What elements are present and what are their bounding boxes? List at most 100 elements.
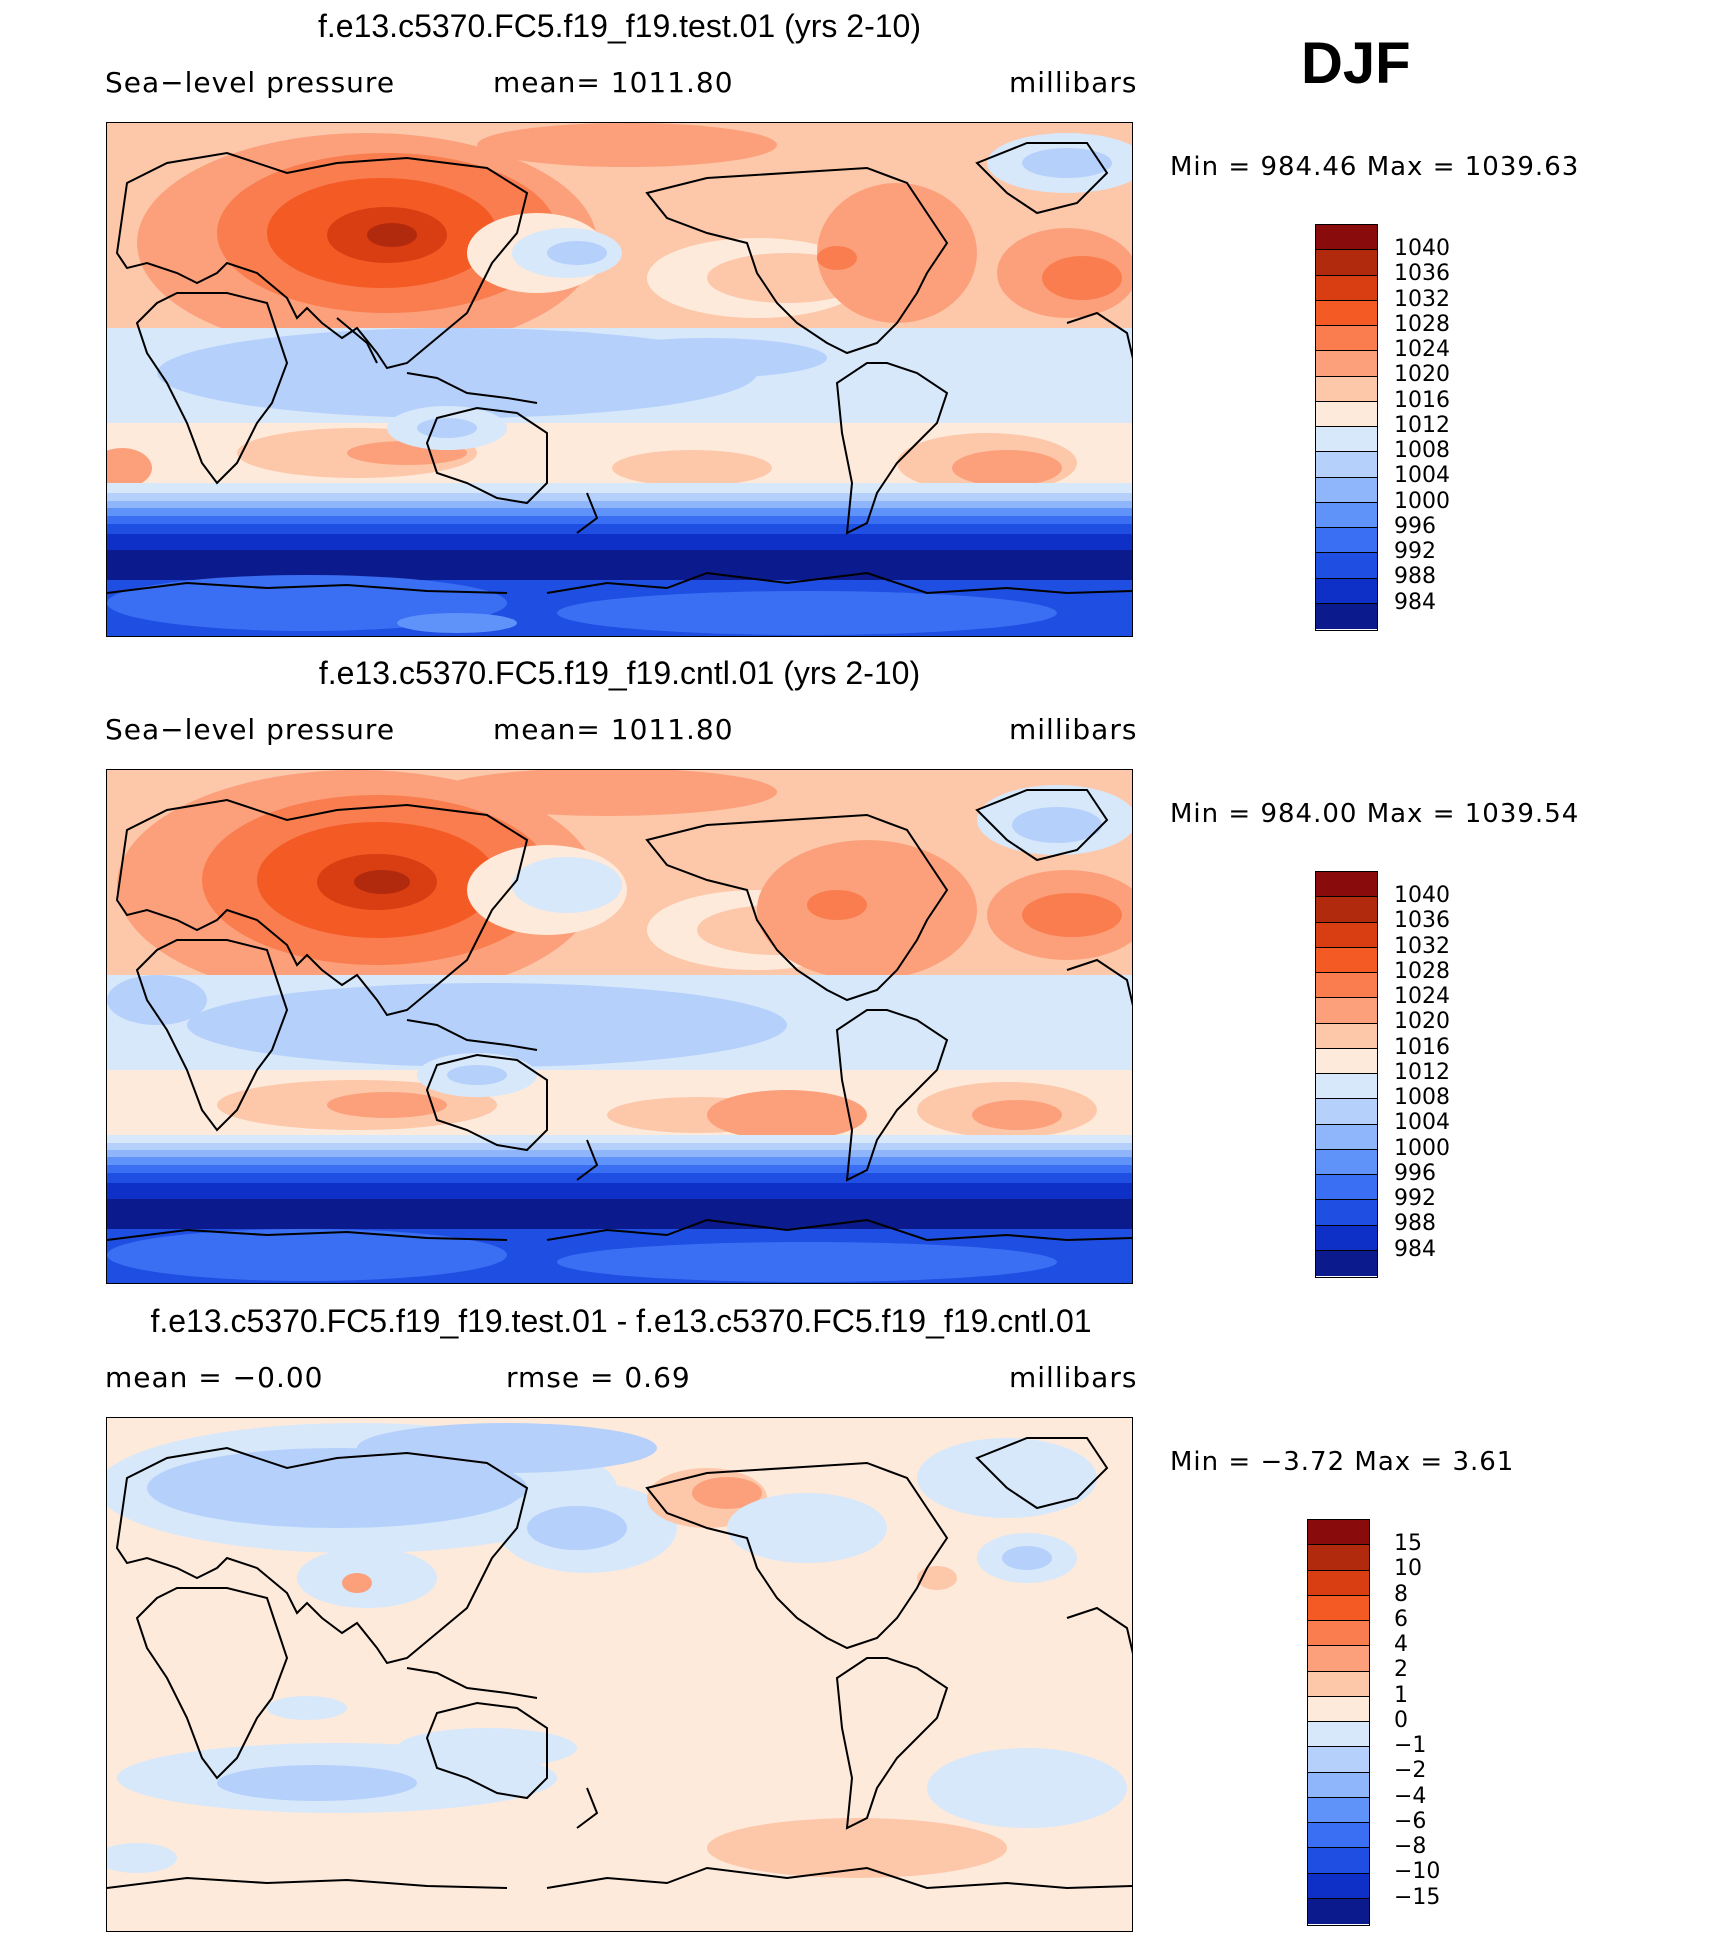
colorbar-tick-label: 1016: [1394, 387, 1450, 413]
colorbar-segment: [1316, 477, 1377, 503]
colorbar-segment: [1316, 998, 1377, 1024]
colorbar-tick-label: 1016: [1394, 1034, 1450, 1060]
panel-title: f.e13.c5370.FC5.f19_f19.test.01 (yrs 2-1…: [318, 8, 921, 44]
colorbar-tick-label: 1032: [1394, 933, 1450, 959]
colorbar-segment: [1308, 1772, 1369, 1798]
colorbar-tick-label: 1000: [1394, 1135, 1450, 1161]
colorbar-segment: [1316, 1099, 1377, 1125]
colorbar-tick-label: 1028: [1394, 958, 1450, 984]
colorbar-tick-label: 992: [1394, 1186, 1436, 1211]
colorbar-segment: [1316, 1074, 1377, 1100]
colorbar-segment: [1316, 502, 1377, 528]
mean-label: mean= 1011.80: [493, 713, 734, 746]
panel-cntl: f.e13.c5370.FC5.f19_f19.cntl.01 (yrs 2-1…: [0, 647, 1710, 1293]
colorbar-tick-label: 984: [1394, 589, 1436, 615]
colorbar-segment: [1316, 1023, 1377, 1049]
colorbar-tick-label: 1012: [1394, 1059, 1450, 1085]
colorbar-tick-label: 996: [1394, 1160, 1436, 1186]
variable-label: Sea−level pressure: [105, 66, 396, 99]
colorbar-tick-label: 992: [1394, 539, 1436, 564]
colorbar-segment: [1308, 1621, 1369, 1647]
colorbar-tick-label: 1036: [1394, 261, 1450, 287]
colorbar: [1315, 871, 1378, 1278]
colorbar-tick-label: 6: [1394, 1606, 1408, 1632]
colorbar-tick-label: 1032: [1394, 286, 1450, 312]
colorbar-segment: [1308, 1898, 1369, 1924]
colorbar-segment: [1316, 872, 1377, 898]
colorbar-segment: [1316, 1175, 1377, 1201]
colorbar-tick-label: −1: [1394, 1733, 1427, 1758]
colorbar-tick-label: 15: [1394, 1531, 1422, 1556]
map-slp-test: [106, 122, 1133, 637]
panel-diff: f.e13.c5370.FC5.f19_f19.test.01 - f.e13.…: [0, 1295, 1710, 1941]
mean-label: mean = −0.00: [105, 1361, 324, 1394]
map-slp-cntl: [106, 769, 1133, 1284]
min-max-readout: Min = 984.00 Max = 1039.54: [1170, 799, 1580, 829]
colorbar-tick-label: 1024: [1394, 337, 1450, 362]
colorbar-segment: [1316, 973, 1377, 999]
colorbar-segment: [1308, 1595, 1369, 1621]
colorbar-tick-label: 1024: [1394, 984, 1450, 1009]
colorbar-segment: [1308, 1823, 1369, 1849]
colorbar-segment: [1316, 326, 1377, 352]
colorbar-segment: [1308, 1873, 1369, 1899]
colorbar-tick-label: −15: [1394, 1884, 1441, 1910]
season-label: DJF: [1301, 31, 1411, 96]
colorbar-segment: [1316, 1124, 1377, 1150]
colorbar-tick-label: −4: [1394, 1783, 1427, 1809]
colorbar-tick-label: 1004: [1394, 1110, 1450, 1136]
colorbar-segment: [1316, 401, 1377, 427]
colorbar-tick-label: 996: [1394, 513, 1436, 539]
panel-title: f.e13.c5370.FC5.f19_f19.test.01 - f.e13.…: [150, 1303, 1092, 1339]
colorbar-segment: [1316, 897, 1377, 923]
colorbar-segment: [1316, 1149, 1377, 1175]
colorbar-segment: [1308, 1646, 1369, 1672]
panel-title: f.e13.c5370.FC5.f19_f19.cntl.01 (yrs 2-1…: [318, 655, 921, 691]
colorbar-segment: [1308, 1671, 1369, 1697]
min-max-readout: Min = 984.46 Max = 1039.63: [1170, 152, 1580, 182]
colorbar-tick-label: 4: [1394, 1632, 1408, 1657]
colorbar-segment: [1316, 300, 1377, 326]
colorbar-tick-label: 984: [1394, 1236, 1436, 1262]
colorbar-segment: [1316, 250, 1377, 276]
colorbar-tick-label: 1020: [1394, 1009, 1450, 1035]
colorbar-segment: [1316, 528, 1377, 554]
colorbar-segment: [1316, 452, 1377, 478]
colorbar-segment: [1308, 1797, 1369, 1823]
map-slp-diff: [106, 1417, 1133, 1932]
mean-label: mean= 1011.80: [493, 66, 734, 99]
colorbar-tick-label: 0: [1394, 1707, 1408, 1733]
colorbar-segment: [1308, 1848, 1369, 1874]
colorbar-tick-label: 8: [1394, 1581, 1408, 1607]
colorbar-tick-label: 1008: [1394, 438, 1450, 463]
colorbar-segment: [1308, 1722, 1369, 1748]
min-max-readout: Min = −3.72 Max = 3.61: [1170, 1447, 1515, 1477]
colorbar-segment: [1316, 427, 1377, 453]
colorbar-tick-label: 1036: [1394, 908, 1450, 934]
colorbar-tick-label: 1028: [1394, 311, 1450, 337]
units-label: millibars: [1009, 1361, 1138, 1394]
panel-test: f.e13.c5370.FC5.f19_f19.test.01 (yrs 2-1…: [0, 0, 1710, 646]
colorbar-segment: [1308, 1545, 1369, 1571]
colorbar-tick-label: 1012: [1394, 412, 1450, 438]
colorbar-tick-label: −8: [1394, 1834, 1427, 1859]
colorbar-segment: [1316, 1200, 1377, 1226]
colorbar-segment: [1308, 1520, 1369, 1546]
colorbar-tick-label: 1008: [1394, 1085, 1450, 1110]
colorbar-segment: [1316, 922, 1377, 948]
colorbar-tick-label: 1004: [1394, 463, 1450, 489]
colorbar-tick-label: 1000: [1394, 488, 1450, 514]
units-label: millibars: [1009, 66, 1138, 99]
variable-label: Sea−level pressure: [105, 713, 396, 746]
colorbar-tick-label: 2: [1394, 1657, 1408, 1683]
colorbar-tick-label: 10: [1394, 1556, 1422, 1582]
colorbar-segment: [1316, 275, 1377, 301]
colorbar-segment: [1316, 1048, 1377, 1074]
colorbar-segment: [1316, 603, 1377, 629]
colorbar-segment: [1316, 351, 1377, 377]
colorbar-tick-label: 1: [1394, 1682, 1408, 1708]
colorbar-tick-label: 1040: [1394, 883, 1450, 908]
colorbar-tick-label: 1020: [1394, 362, 1450, 388]
colorbar-segment: [1308, 1570, 1369, 1596]
colorbar-segment: [1308, 1696, 1369, 1722]
